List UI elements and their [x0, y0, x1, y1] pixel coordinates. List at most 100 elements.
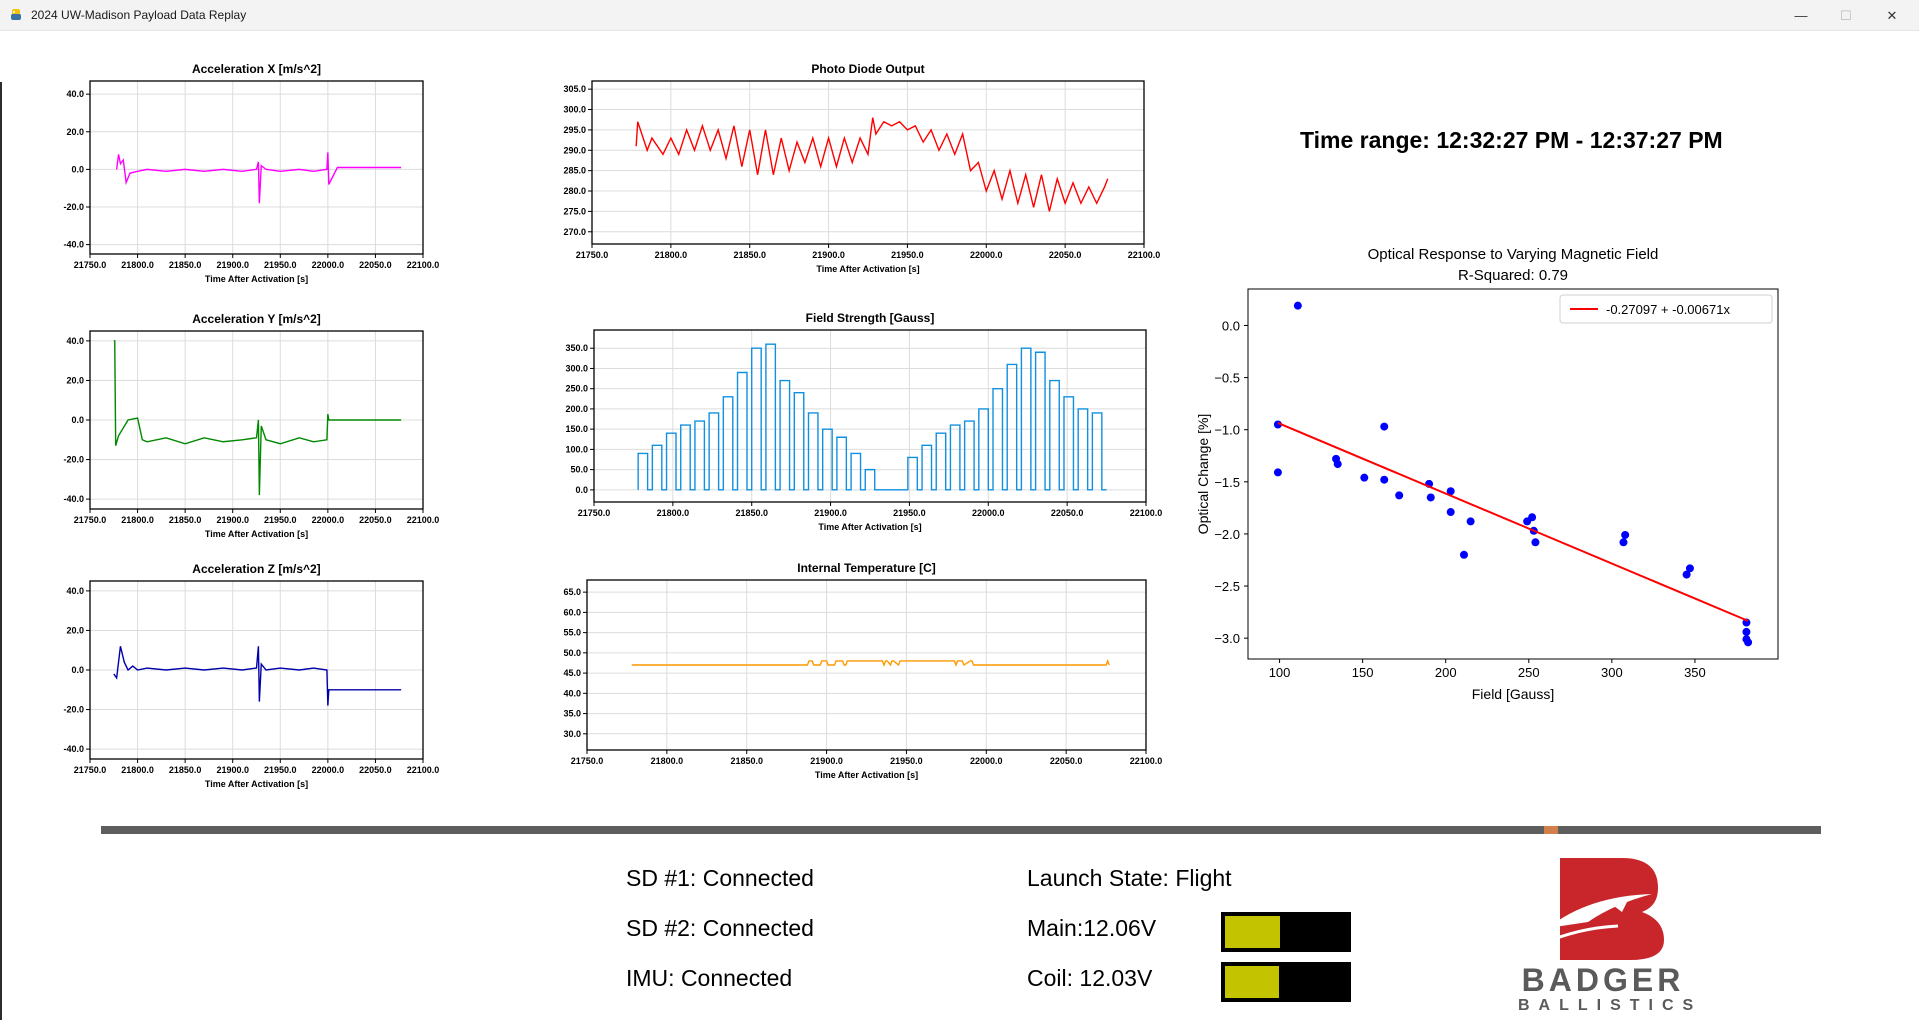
scatter-point [1528, 513, 1537, 522]
x-tick-label: 22050.0 [1049, 250, 1082, 260]
scatter-point [1273, 420, 1282, 429]
gridlines [593, 330, 1147, 502]
x-tick-label: 21900.0 [814, 508, 847, 518]
timeline-handle[interactable] [1543, 826, 1558, 834]
main-voltage-fill [1225, 916, 1280, 948]
series-line-0 [631, 659, 1110, 667]
y-tick-label: 270.0 [563, 227, 586, 237]
x-axis-label: Time After Activation [s] [818, 522, 921, 532]
timeline-scrubber[interactable] [101, 826, 1821, 834]
y-tick-label: 40.0 [66, 336, 84, 346]
scatter-point [1360, 473, 1369, 482]
legend-box [1559, 294, 1773, 324]
scatter-point [1333, 460, 1342, 469]
y-tick-label: 290.0 [563, 145, 586, 155]
badger-ballistics-logo: BADGER BALLISTICS [1518, 856, 1703, 1014]
x-tick-label: 21850.0 [169, 765, 202, 775]
series-line-0 [113, 646, 402, 706]
app-icon [11, 9, 21, 20]
y-tick-label: -40.0 [63, 494, 84, 504]
sd2-status: SD #2: Connected [626, 915, 814, 941]
y-tick-label: 350.0 [565, 343, 588, 353]
x-tick-label: 21950.0 [264, 260, 297, 270]
time-range-label: Time range: 12:32:27 PM - 12:37:27 PM [1300, 127, 1723, 153]
x-tick-label: 200 [1435, 665, 1457, 680]
scatter-point [1446, 508, 1455, 517]
x-tick-label: 21900.0 [216, 260, 249, 270]
series-line-0 [637, 343, 1107, 491]
scatter-point [1395, 491, 1404, 500]
x-tick-label: 21950.0 [891, 250, 924, 260]
plot-frame [586, 579, 1147, 751]
y-tick-label: 200.0 [565, 404, 588, 414]
y-tick-label: 0.0 [71, 415, 84, 425]
x-tick-label: 22000.0 [312, 765, 345, 775]
x-axis-label: Time After Activation [s] [815, 770, 918, 780]
scatter-point [1466, 517, 1475, 526]
y-tick-label: 280.0 [563, 186, 586, 196]
y-tick-label: 65.0 [563, 587, 581, 597]
x-tick-label: 21900.0 [216, 765, 249, 775]
y-tick-label: 285.0 [563, 166, 586, 176]
y-tick-label: 40.0 [66, 586, 84, 596]
gridlines [591, 81, 1145, 244]
legend-label: -0.27097 + -0.00671x [1606, 302, 1730, 317]
field-strength-chart: Field Strength [Gauss] 21750.0 21800.0 2185… [565, 311, 1162, 532]
x-axis-label: Time After Activation [s] [205, 274, 308, 284]
gridlines [89, 81, 424, 254]
x-axis-label: Field [Gauss] [1472, 686, 1554, 702]
window-title: 2024 UW-Madison Payload Data Replay [31, 8, 247, 22]
accel-y-chart: Acceleration Y [m/s^2] 21750.0 21800.0 2185… [63, 312, 439, 539]
y-tick-label: -40.0 [63, 744, 84, 754]
x-axis-label: Time After Activation [s] [205, 529, 308, 539]
y-tick-label: 20.0 [66, 375, 84, 385]
y-tick-label: 60.0 [563, 607, 581, 617]
y-tick-label: −1.0 [1214, 423, 1240, 438]
x-tick-label: 100 [1269, 665, 1291, 680]
imu-status: IMU: Connected [626, 965, 793, 991]
y-tick-label: 275.0 [563, 206, 586, 216]
x-tick-label: 21850.0 [169, 260, 202, 270]
maximize-button[interactable]: ☐ [1840, 8, 1852, 23]
chart-title: Optical Response to Varying Magnetic Fie… [1368, 246, 1659, 263]
x-tick-label: 21750.0 [74, 515, 107, 525]
y-tick-label: 300.0 [565, 363, 588, 373]
coil-voltage-bar [1221, 962, 1351, 1002]
plot-frame [89, 80, 424, 255]
x-tick-label: 21850.0 [169, 515, 202, 525]
x-tick-label: 21800.0 [655, 250, 688, 260]
minimize-button[interactable]: — [1794, 8, 1808, 23]
x-tick-label: 150 [1352, 665, 1374, 680]
internal-temperature-chart: Internal Temperature [C] 21750.0 21800.0 21… [563, 561, 1162, 780]
accel-x-chart: Acceleration X [m/s^2] 21750.0 21800.0 2185… [63, 62, 439, 284]
x-tick-label: 21950.0 [264, 515, 297, 525]
launch-state-status: Launch State: Flight [1027, 865, 1232, 891]
x-tick-label: 250 [1518, 665, 1540, 680]
x-tick-label: 300 [1601, 665, 1623, 680]
scatter-point [1459, 550, 1468, 559]
x-tick-label: 22050.0 [359, 515, 392, 525]
logo-word-ballistics: BALLISTICS [1518, 997, 1703, 1014]
x-tick-label: 22050.0 [359, 765, 392, 775]
scatter-point [1742, 618, 1751, 627]
x-tick-label: 22000.0 [312, 515, 345, 525]
x-tick-label: 21900.0 [812, 250, 845, 260]
x-axis-label: Time After Activation [s] [205, 779, 308, 789]
x-tick-label: 21750.0 [571, 756, 604, 766]
x-tick-label: 21850.0 [730, 756, 763, 766]
main-voltage-bar [1221, 912, 1351, 952]
y-tick-label: -40.0 [63, 240, 84, 250]
close-button[interactable]: ✕ [1886, 8, 1898, 23]
y-tick-label: -20.0 [63, 455, 84, 465]
x-tick-label: 22100.0 [407, 765, 440, 775]
scatter-point [1621, 530, 1630, 539]
series-line-0 [113, 340, 402, 496]
scatter-point [1426, 493, 1435, 502]
y-tick-label: 40.0 [66, 89, 84, 99]
chart-subtitle: R-Squared: 0.79 [1458, 267, 1568, 284]
badger-b-icon [1541, 858, 1664, 960]
scatter-point [1619, 538, 1628, 547]
scatter-point [1380, 475, 1389, 484]
logo-word-badger: BADGER [1521, 962, 1685, 998]
scatter-point [1682, 570, 1691, 579]
